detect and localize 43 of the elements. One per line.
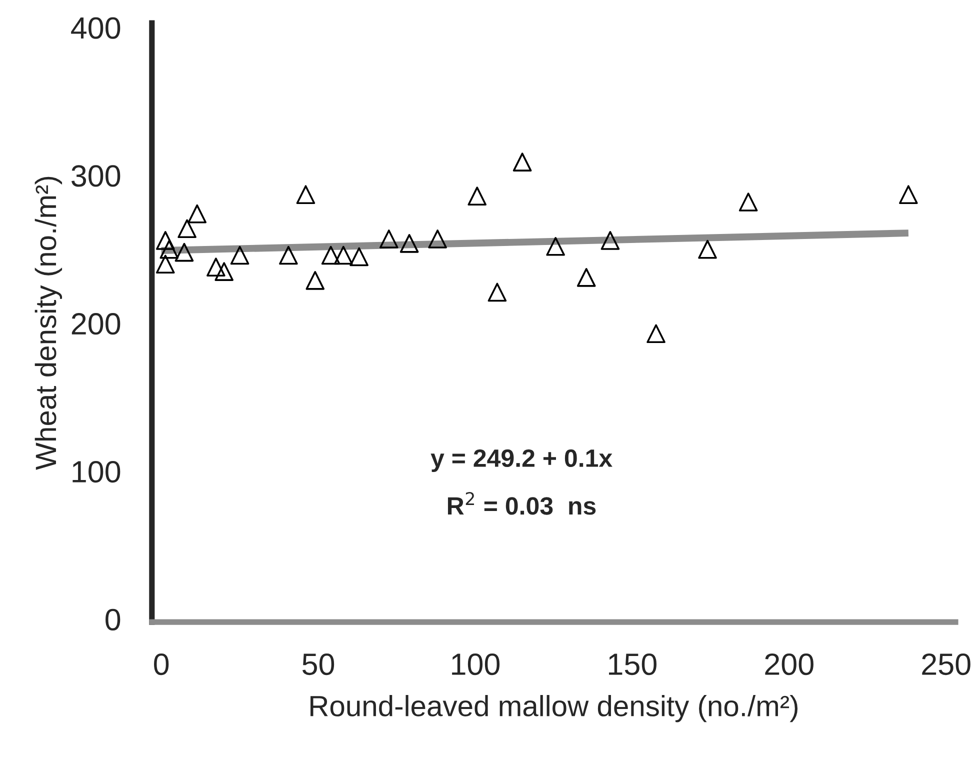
y-tick-label: 300 <box>72 165 120 187</box>
point <box>174 242 194 262</box>
point <box>899 185 918 204</box>
annotation: R$^{2}$ = 0.03 ns <box>448 492 596 515</box>
point <box>350 247 368 266</box>
x-tick-label: 150 <box>609 653 656 676</box>
point <box>468 186 487 206</box>
point <box>698 240 717 259</box>
point <box>400 234 419 253</box>
point <box>600 231 620 250</box>
x-tick-label: 250 <box>922 653 970 676</box>
x-tick-label: 100 <box>452 653 500 676</box>
point <box>379 230 398 248</box>
point <box>178 219 196 238</box>
point <box>296 185 316 204</box>
point <box>576 268 596 287</box>
point <box>214 262 234 281</box>
point <box>738 192 758 212</box>
point <box>546 236 565 256</box>
point <box>279 246 298 265</box>
x-tick-label: 200 <box>765 653 814 676</box>
x-tick-label: 0 <box>154 653 169 676</box>
x-axis-title: Round-leaved mallow density (no./m²) <box>310 695 798 722</box>
point <box>156 231 175 250</box>
y-tick-label: 200 <box>72 313 120 335</box>
point <box>334 246 353 265</box>
point <box>160 240 179 259</box>
y-tick-label: 0 <box>106 608 120 630</box>
point <box>188 204 207 224</box>
x-tick-label: 50 <box>302 653 334 676</box>
annotation: y = 249.2 + 0.1x <box>430 449 612 472</box>
point <box>321 246 340 265</box>
point <box>512 152 532 172</box>
point <box>488 282 507 302</box>
point <box>156 254 175 274</box>
point <box>428 230 447 248</box>
point <box>206 258 226 277</box>
point <box>646 324 666 344</box>
y-axis-title: Wheat density (no./m²) <box>34 176 62 470</box>
y-tick-label: 100 <box>72 460 120 483</box>
point <box>306 270 325 290</box>
point <box>230 246 250 265</box>
y-tick-label: 400 <box>71 17 120 39</box>
